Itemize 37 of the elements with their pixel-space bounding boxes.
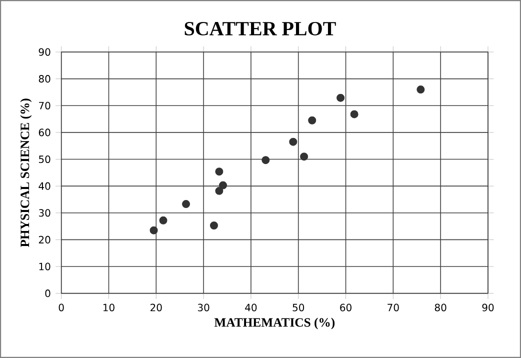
point	[215, 168, 224, 176]
point	[336, 94, 345, 102]
point	[289, 138, 298, 146]
point	[218, 181, 227, 190]
point	[159, 216, 168, 224]
x-tick-label: 10	[103, 304, 114, 312]
y-axis-title: PHYSICAL SCIENCE (%)	[20, 98, 32, 248]
x-tick-label: 50	[292, 304, 304, 312]
x-tick-label: 80	[434, 304, 446, 312]
x-tick-label: 20	[150, 304, 162, 312]
point	[150, 226, 158, 234]
x-tick-label: 60	[340, 304, 352, 312]
x-tick-label: 70	[388, 304, 399, 312]
x-tick-label: 90	[482, 304, 494, 312]
chart-title: SCATTER PLOT	[184, 22, 336, 36]
y-tick-label: 70	[39, 102, 50, 110]
point	[300, 152, 308, 161]
y-tick-label: 80	[38, 75, 50, 83]
y-tick-label: 0	[45, 290, 50, 298]
y-tick-label: 10	[39, 262, 50, 270]
point	[350, 110, 358, 118]
y-tick-label: 50	[38, 155, 50, 164]
point	[182, 200, 190, 208]
x-tick-label: 30	[198, 304, 210, 312]
point	[308, 116, 316, 124]
point	[210, 221, 218, 230]
y-tick-label: 40	[38, 182, 50, 190]
y-tick-label: 20	[38, 236, 50, 244]
x-tick-label: 0	[58, 304, 64, 312]
point	[215, 186, 224, 195]
y-tick-label: 60	[38, 128, 50, 136]
x-tick-label: 40	[245, 304, 257, 312]
y-tick-label: 30	[38, 209, 50, 217]
y-tick-label: 90	[38, 48, 50, 56]
x-axis-title: MATHEMATICS (%)	[214, 318, 335, 330]
point	[262, 156, 270, 164]
point	[416, 86, 425, 94]
